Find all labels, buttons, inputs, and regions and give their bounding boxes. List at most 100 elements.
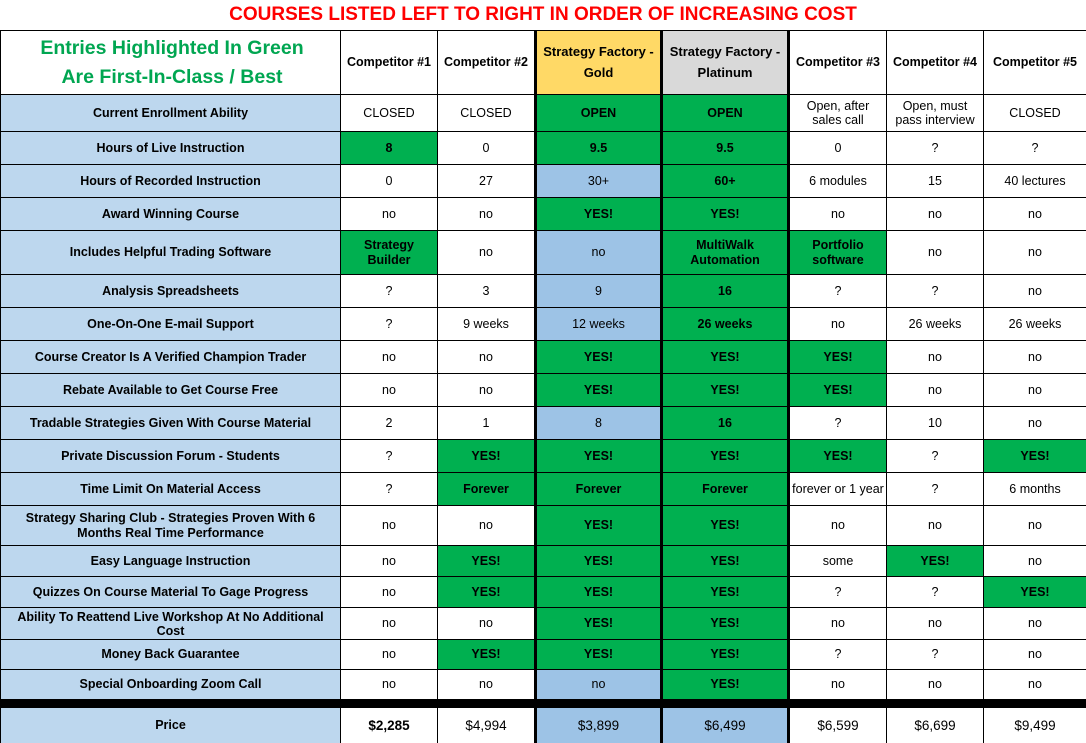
cell-r10-c6: YES! — [983, 439, 1086, 473]
cell-r7-c3: YES! — [660, 340, 790, 374]
cell-r1-c0: 8 — [340, 131, 438, 165]
row-label-text: Private Discussion Forum - Students — [61, 448, 280, 463]
cell-r11-c4: forever or 1 year — [788, 472, 887, 506]
cell-r12-c6: no — [983, 505, 1086, 546]
cell-r4-c5: no — [886, 230, 984, 275]
row-label-text: Award Winning Course — [101, 206, 240, 221]
cell-r1-c3: 9.5 — [660, 131, 790, 165]
cell-r13-c4: some — [788, 545, 887, 577]
cell-r7-c2: YES! — [534, 340, 663, 374]
cell-r17-c4: no — [788, 669, 887, 700]
page-title: COURSES LISTED LEFT TO RIGHT IN ORDER OF… — [229, 4, 857, 25]
cell-r5-c5: ? — [886, 274, 984, 308]
legend-line: Are First-In-Class / Best — [61, 65, 283, 88]
cell-r14-c0: no — [340, 576, 438, 608]
cell-r11-c5: ? — [886, 472, 984, 506]
cell-r1-c6: ? — [983, 131, 1086, 165]
cell-r11-c6: 6 months — [983, 472, 1086, 506]
cell-r6-c3: 26 weeks — [660, 307, 790, 341]
cell-r10-c3: YES! — [660, 439, 790, 473]
cell-r7-c5: no — [886, 340, 984, 374]
row-label-text: Current Enrollment Ability — [92, 105, 249, 120]
cell-r12-c1: no — [437, 505, 536, 546]
cell-r5-c6: no — [983, 274, 1086, 308]
row-label-9: Tradable Strategies Given With Course Ma… — [0, 406, 341, 440]
price-row-label: Price — [0, 707, 341, 743]
row-label-11: Time Limit On Material Access — [0, 472, 341, 506]
price-cell-2: $3,899 — [534, 707, 663, 743]
cell-r4-c1: no — [437, 230, 536, 275]
cell-r6-c6: 26 weeks — [983, 307, 1086, 341]
cell-r13-c1: YES! — [437, 545, 536, 577]
cell-r14-c4: ? — [788, 576, 887, 608]
cell-r13-c2: YES! — [534, 545, 663, 577]
price-cell-0: $2,285 — [340, 707, 438, 743]
row-label-text: One-On-One E-mail Support — [87, 316, 254, 331]
cell-r17-c2: no — [534, 669, 663, 700]
cell-r1-c5: ? — [886, 131, 984, 165]
row-label-text: Easy Language Instruction — [90, 553, 251, 568]
cell-r16-c6: no — [983, 639, 1086, 670]
cell-r2-c2: 30+ — [534, 164, 663, 198]
cell-r3-c2: YES! — [534, 197, 663, 231]
price-cell-3: $6,499 — [660, 707, 790, 743]
cell-r14-c6: YES! — [983, 576, 1086, 608]
row-label-6: One-On-One E-mail Support — [0, 307, 341, 341]
cell-r16-c0: no — [340, 639, 438, 670]
cell-r2-c0: 0 — [340, 164, 438, 198]
cell-r16-c2: YES! — [534, 639, 663, 670]
cell-r15-c0: no — [340, 607, 438, 640]
cell-r1-c2: 9.5 — [534, 131, 663, 165]
cell-r2-c6: 40 lectures — [983, 164, 1086, 198]
cell-r14-c2: YES! — [534, 576, 663, 608]
cell-r8-c0: no — [340, 373, 438, 407]
cell-r8-c3: YES! — [660, 373, 790, 407]
row-label-text: Money Back Guarantee — [101, 647, 240, 662]
cell-r5-c2: 9 — [534, 274, 663, 308]
cell-r8-c6: no — [983, 373, 1086, 407]
row-label-3: Award Winning Course — [0, 197, 341, 231]
cell-r7-c6: no — [983, 340, 1086, 374]
price-cell-1: $4,994 — [437, 707, 536, 743]
row-label-text: Course Creator Is A Verified Champion Tr… — [34, 349, 307, 364]
cell-r17-c6: no — [983, 669, 1086, 700]
cell-r15-c1: no — [437, 607, 536, 640]
cell-r3-c1: no — [437, 197, 536, 231]
row-label-5: Analysis Spreadsheets — [0, 274, 341, 308]
cell-r12-c0: no — [340, 505, 438, 546]
cell-r8-c4: YES! — [788, 373, 887, 407]
cell-r13-c0: no — [340, 545, 438, 577]
row-label-15: Ability To Reattend Live Workshop At No … — [0, 607, 341, 640]
cell-r14-c3: YES! — [660, 576, 790, 608]
row-label-1: Hours of Live Instruction — [0, 131, 341, 165]
cell-r4-c4: Portfolio software — [788, 230, 887, 275]
cell-r2-c3: 60+ — [660, 164, 790, 198]
cell-r10-c5: ? — [886, 439, 984, 473]
cell-r6-c0: ? — [340, 307, 438, 341]
row-label-4: Includes Helpful Trading Software — [0, 230, 341, 275]
cell-r17-c3: YES! — [660, 669, 790, 700]
cell-r11-c1: Forever — [437, 472, 536, 506]
cell-r6-c5: 26 weeks — [886, 307, 984, 341]
cell-r12-c2: YES! — [534, 505, 663, 546]
row-label-text: Analysis Spreadsheets — [102, 283, 239, 298]
cell-r15-c2: YES! — [534, 607, 663, 640]
cell-r7-c0: no — [340, 340, 438, 374]
cell-r5-c0: ? — [340, 274, 438, 308]
cell-r14-c1: YES! — [437, 576, 536, 608]
row-label-17: Special Onboarding Zoom Call — [0, 669, 341, 700]
cell-r17-c0: no — [340, 669, 438, 700]
cell-r4-c6: no — [983, 230, 1086, 275]
cell-r10-c0: ? — [340, 439, 438, 473]
cell-r13-c6: no — [983, 545, 1086, 577]
cell-r9-c1: 1 — [437, 406, 536, 440]
cell-r15-c5: no — [886, 607, 984, 640]
cell-r6-c2: 12 weeks — [534, 307, 663, 341]
row-label-text: Ability To Reattend Live Workshop At No … — [17, 609, 324, 639]
cell-r16-c3: YES! — [660, 639, 790, 670]
cell-r16-c5: ? — [886, 639, 984, 670]
cell-r8-c5: no — [886, 373, 984, 407]
row-label-text: Hours of Recorded Instruction — [80, 173, 261, 188]
column-header-3: Strategy Factory - Gold — [534, 30, 663, 95]
cell-r8-c2: YES! — [534, 373, 663, 407]
